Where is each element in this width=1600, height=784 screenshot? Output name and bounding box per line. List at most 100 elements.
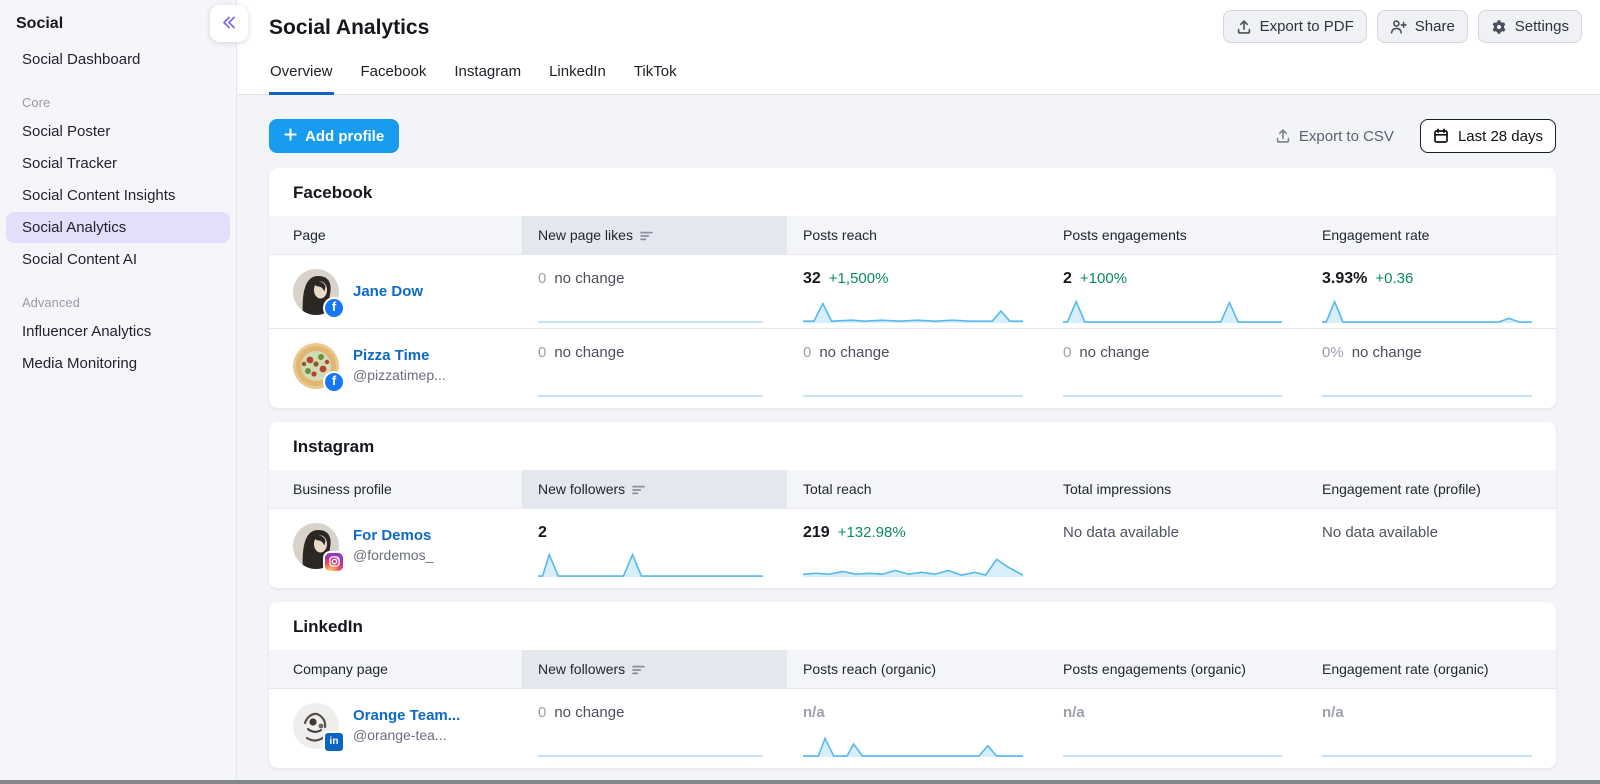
- metric-cell: 219+132.98%: [787, 509, 1047, 582]
- sort-descending-icon: [640, 230, 653, 242]
- metric-value: 2: [1063, 270, 1072, 288]
- column-header-posts-reach[interactable]: Posts reach: [787, 216, 1047, 254]
- sidebar-item-social-content-ai[interactable]: Social Content AI: [6, 244, 230, 275]
- metric-cell: No data available: [1047, 509, 1306, 582]
- metric-cell: 0no change: [1047, 329, 1306, 402]
- sidebar-item-media-monitoring[interactable]: Media Monitoring: [6, 348, 230, 379]
- window-bottom-edge: [0, 780, 1600, 784]
- sidebar-item-social-tracker[interactable]: Social Tracker: [6, 148, 230, 179]
- upload-icon: [1236, 19, 1252, 35]
- profile-cell: f Jane Dow: [269, 255, 522, 328]
- sidebar-item-social-analytics[interactable]: Social Analytics: [6, 212, 230, 243]
- metric-no-data-text: No data available: [1322, 524, 1438, 541]
- column-header-business-profile[interactable]: Business profile: [269, 470, 522, 508]
- metric-value: 0: [538, 270, 546, 287]
- avatar[interactable]: in: [293, 703, 339, 749]
- table-row: inOrange Team...@orange-tea...0no change…: [269, 688, 1556, 762]
- sidebar-collapse-button[interactable]: [210, 5, 248, 42]
- add-profile-button[interactable]: Add profile: [269, 119, 399, 153]
- metric-cell: n/a: [787, 689, 1047, 762]
- instagram-card: InstagramBusiness profileNew followersTo…: [269, 422, 1556, 588]
- metric-value: 3.93%: [1322, 270, 1367, 288]
- metric-cell: 32 +1,500%: [787, 255, 1047, 328]
- export-to-pdf-button[interactable]: Export to PDF: [1223, 10, 1367, 43]
- date-range-button[interactable]: Last 28 days: [1420, 119, 1556, 153]
- export-to-csv-button[interactable]: Export to CSV: [1269, 127, 1400, 146]
- column-header-posts-engagements-organic[interactable]: Posts engagements (organic): [1047, 650, 1306, 688]
- sparkline: [538, 371, 763, 397]
- sparkline: [803, 731, 1023, 757]
- sidebar-item-social-poster[interactable]: Social Poster: [6, 116, 230, 147]
- tab-tiktok[interactable]: TikTok: [633, 61, 678, 95]
- metric-value: 32: [803, 270, 821, 288]
- header-actions: Export to PDF Share Settings: [1223, 10, 1582, 43]
- main-area: Social Analytics Export to PDFShareSetti…: [237, 0, 1600, 784]
- column-header-new-followers[interactable]: New followers: [522, 470, 787, 508]
- metric-value: 0: [538, 344, 546, 361]
- person-plus-icon: [1390, 19, 1407, 35]
- sidebar-section-core: Core: [6, 89, 230, 114]
- table-header-row: Company pageNew followersPosts reach (or…: [269, 650, 1556, 688]
- facebook-badge-icon: f: [323, 297, 345, 319]
- profile-name-link[interactable]: Pizza Time: [353, 346, 446, 366]
- profile-name-link[interactable]: For Demos: [353, 526, 433, 546]
- column-header-new-page-likes[interactable]: New page likes: [522, 216, 787, 254]
- sparkline: [803, 297, 1023, 323]
- tab-facebook[interactable]: Facebook: [360, 61, 428, 95]
- gear-icon: [1491, 19, 1507, 35]
- sparkline: [538, 297, 763, 323]
- avatar[interactable]: [293, 523, 339, 569]
- profile-handle: @orange-tea...: [353, 726, 460, 745]
- metric-change: no change: [554, 344, 624, 361]
- sidebar-item-social-content-insights[interactable]: Social Content Insights: [6, 180, 230, 211]
- table-header-row: Business profileNew followersTotal reach…: [269, 470, 1556, 508]
- metric-change: no change: [554, 704, 624, 721]
- profile-cell: in Orange Team...@orange-tea...: [269, 689, 522, 762]
- profile-name-link[interactable]: Orange Team...: [353, 706, 460, 726]
- column-header-posts-reach-organic[interactable]: Posts reach (organic): [787, 650, 1047, 688]
- sidebar-item-influencer-analytics[interactable]: Influencer Analytics: [6, 316, 230, 347]
- sparkline: [1063, 371, 1282, 397]
- card-title: LinkedIn: [269, 602, 1556, 650]
- share-button[interactable]: Share: [1377, 10, 1468, 43]
- sparkline: [1322, 371, 1532, 397]
- metric-change: no change: [1079, 344, 1149, 361]
- column-header-engagement-rate-profile[interactable]: Engagement rate (profile): [1306, 470, 1556, 508]
- metric-no-data-text: No data available: [1063, 524, 1179, 541]
- metric-value: 2: [538, 524, 547, 542]
- column-header-total-impressions[interactable]: Total impressions: [1047, 470, 1306, 508]
- metric-change: +1,500%: [829, 270, 889, 287]
- chevron-double-left-icon: [221, 15, 237, 33]
- column-header-company-page[interactable]: Company page: [269, 650, 522, 688]
- metric-value: 0: [803, 344, 811, 361]
- sidebar-title: Social: [0, 0, 236, 43]
- table-row: fJane Dow0no change32+1,500%2+100%3.93%+…: [269, 254, 1556, 328]
- column-header-total-reach[interactable]: Total reach: [787, 470, 1047, 508]
- profile-cell: fPizza Time@pizzatimep...: [269, 329, 522, 402]
- column-header-posts-engagements[interactable]: Posts engagements: [1047, 216, 1306, 254]
- metric-value: n/a: [1322, 704, 1344, 721]
- column-header-new-followers[interactable]: New followers: [522, 650, 787, 688]
- profile-cell: For Demos@fordemos_: [269, 509, 522, 582]
- tab-instagram[interactable]: Instagram: [453, 61, 522, 95]
- tab-overview[interactable]: Overview: [269, 61, 334, 95]
- sparkline: [803, 551, 1023, 577]
- column-header-engagement-rate[interactable]: Engagement rate: [1306, 216, 1556, 254]
- tab-linkedin[interactable]: LinkedIn: [548, 61, 607, 95]
- profile-name-link[interactable]: Jane Dow: [353, 282, 423, 302]
- toolbar: Add profile Export to CSV Last 28 days: [269, 119, 1556, 153]
- content: Add profile Export to CSV Last 28 days F…: [237, 95, 1600, 784]
- column-header-engagement-rate-organic[interactable]: Engagement rate (organic): [1306, 650, 1556, 688]
- metric-cell: 0no change: [787, 329, 1047, 402]
- metric-cell: 3.93%+0.36: [1306, 255, 1556, 328]
- sidebar-item-social-dashboard[interactable]: Social Dashboard: [6, 44, 230, 75]
- metric-cell: n/a: [1306, 689, 1556, 762]
- column-header-page[interactable]: Page: [269, 216, 522, 254]
- metric-change: +100%: [1080, 270, 1127, 287]
- upload-icon: [1275, 128, 1291, 144]
- sparkline: [1322, 297, 1532, 323]
- avatar[interactable]: f: [293, 343, 339, 389]
- cards-container: FacebookPageNew page likesPosts reachPos…: [269, 168, 1556, 768]
- settings-button[interactable]: Settings: [1478, 10, 1582, 43]
- avatar[interactable]: f: [293, 269, 339, 315]
